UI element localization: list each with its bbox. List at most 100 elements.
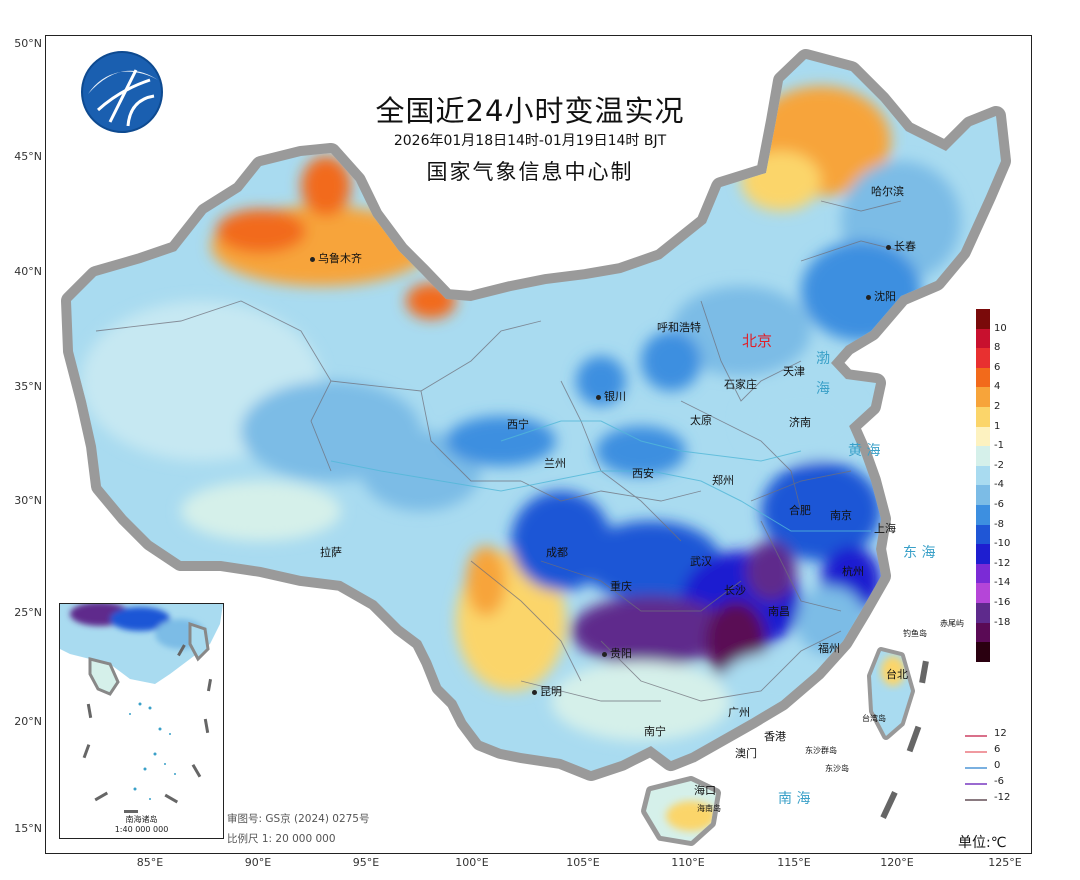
legend-label: 6: [994, 361, 1001, 373]
legend-swatch: [976, 387, 990, 407]
legend-swatch: [976, 642, 990, 662]
lat-label: 30°N: [14, 494, 42, 507]
city-label: 海口: [694, 784, 716, 797]
city-label: 南京: [830, 509, 852, 522]
line-legend-swatch: [965, 767, 987, 769]
legend-label: 4: [994, 381, 1001, 393]
map-subtitle: 2026年01月18日14时-01月19日14时 BJT: [393, 133, 667, 149]
legend-label: 10: [994, 322, 1007, 334]
inset-title: 南海诸岛: [125, 815, 158, 824]
city-label: 哈尔滨: [871, 185, 904, 198]
city-label: 西宁: [507, 418, 529, 431]
legend-swatch: [976, 524, 990, 545]
legend-swatch: [976, 328, 990, 349]
line-legend-swatch: [965, 735, 987, 737]
city-dot-icon: [886, 244, 891, 250]
legend-label: -6: [994, 499, 1004, 510]
city-label: 广州: [728, 706, 750, 719]
city-label: 兰州: [544, 457, 566, 470]
legend-label: -2: [994, 459, 1004, 471]
inset-scale: 1:40 000 000: [114, 825, 169, 834]
sea-label: 黄 海: [848, 443, 881, 459]
lon-label: 110°E: [671, 856, 705, 869]
legend-swatch: [976, 426, 990, 447]
city-label: 长沙: [724, 584, 746, 597]
legend-label: 1: [994, 420, 1001, 432]
unit-label: 单位:℃: [958, 835, 1007, 851]
city-dot-icon: [596, 394, 601, 400]
line-legend-label: -12: [994, 792, 1011, 803]
city-dot-icon: [602, 651, 607, 657]
line-legend-label: -6: [994, 776, 1004, 787]
island-label: 东沙岛: [825, 764, 849, 773]
legend-swatch: [976, 465, 990, 486]
line-legend-swatch: [965, 799, 987, 801]
line-legend-label: 0: [994, 760, 1001, 771]
city-label: 银川: [596, 388, 626, 404]
city-label: 济南: [789, 416, 811, 429]
city-label: 福州: [818, 642, 840, 655]
island-label: 海南岛: [697, 804, 721, 813]
line-legend-swatch: [965, 751, 987, 753]
city-dot-icon: [866, 294, 871, 300]
city-label: 太原: [690, 414, 712, 427]
city-label: 拉萨: [320, 546, 342, 559]
island-label: 台湾岛: [862, 714, 886, 723]
legend-swatch: [976, 367, 990, 388]
island-label: 钓鱼岛: [903, 629, 927, 638]
hainan-island: [641, 776, 721, 846]
city-label: 澳门: [735, 747, 757, 760]
legend-swatch: [976, 406, 990, 427]
lon-label: 95°E: [352, 856, 380, 869]
line-legend-label: 12: [994, 728, 1007, 739]
line-legend-label: 6: [994, 744, 1001, 755]
city-label: 郑州: [712, 474, 734, 487]
lon-label: 85°E: [136, 856, 164, 869]
cma-logo-icon: [81, 51, 163, 133]
sea-label: 海: [816, 381, 830, 397]
city-label: 昆明: [532, 683, 562, 699]
city-dot-icon: [532, 689, 537, 695]
sea-label: 渤: [816, 351, 830, 367]
lon-label: 125°E: [988, 856, 1022, 869]
city-label: 台北: [886, 668, 908, 681]
legend-label: -1: [994, 440, 1004, 452]
legend-swatch: [976, 485, 990, 505]
lat-label: 25°N: [14, 606, 42, 619]
lat-label: 20°N: [14, 715, 42, 728]
city-label: 呼和浩特: [657, 321, 701, 334]
city-label: 天津: [783, 365, 805, 378]
city-label: 沈阳: [866, 288, 896, 304]
lat-label: 40°N: [14, 265, 42, 278]
city-label: 杭州: [842, 565, 864, 578]
map-maker: 国家气象信息中心制: [426, 160, 634, 184]
legend-label: 2: [994, 401, 1001, 412]
lat-label: 15°N: [14, 822, 42, 835]
south-china-sea-inset: 南海诸岛 1:40 000 000: [59, 603, 224, 839]
city-label: 长春: [886, 238, 916, 254]
legend-label: -10: [994, 538, 1011, 550]
lat-label: 50°N: [14, 37, 42, 50]
legend-label: -8: [994, 518, 1004, 530]
legend-label: -18: [994, 616, 1011, 628]
legend-label: -14: [994, 577, 1011, 589]
legend-swatch: [976, 544, 990, 564]
city-label: 成都: [546, 546, 568, 559]
taiwan-island: [867, 647, 915, 740]
legend-swatch: [976, 583, 990, 603]
city-label: 西安: [632, 467, 654, 480]
legend-swatch: [976, 309, 990, 329]
lon-label: 115°E: [777, 856, 811, 869]
map-title: 全国近24小时变温实况: [375, 94, 685, 128]
legend-swatch: [976, 348, 990, 368]
line-legend-swatch: [965, 783, 987, 785]
temperature-change-map: [61, 49, 1011, 846]
city-label: 石家庄: [724, 378, 757, 391]
city-label: 乌鲁木齐: [310, 250, 362, 266]
city-label: 南昌: [768, 605, 790, 618]
island-label: 东沙群岛: [805, 746, 837, 755]
legend-label: -16: [994, 597, 1011, 608]
review-number: 审图号: GS京 (2024) 0275号: [227, 813, 370, 825]
sea-boundary-dashes: [880, 660, 929, 819]
legend-label: -12: [994, 557, 1011, 569]
